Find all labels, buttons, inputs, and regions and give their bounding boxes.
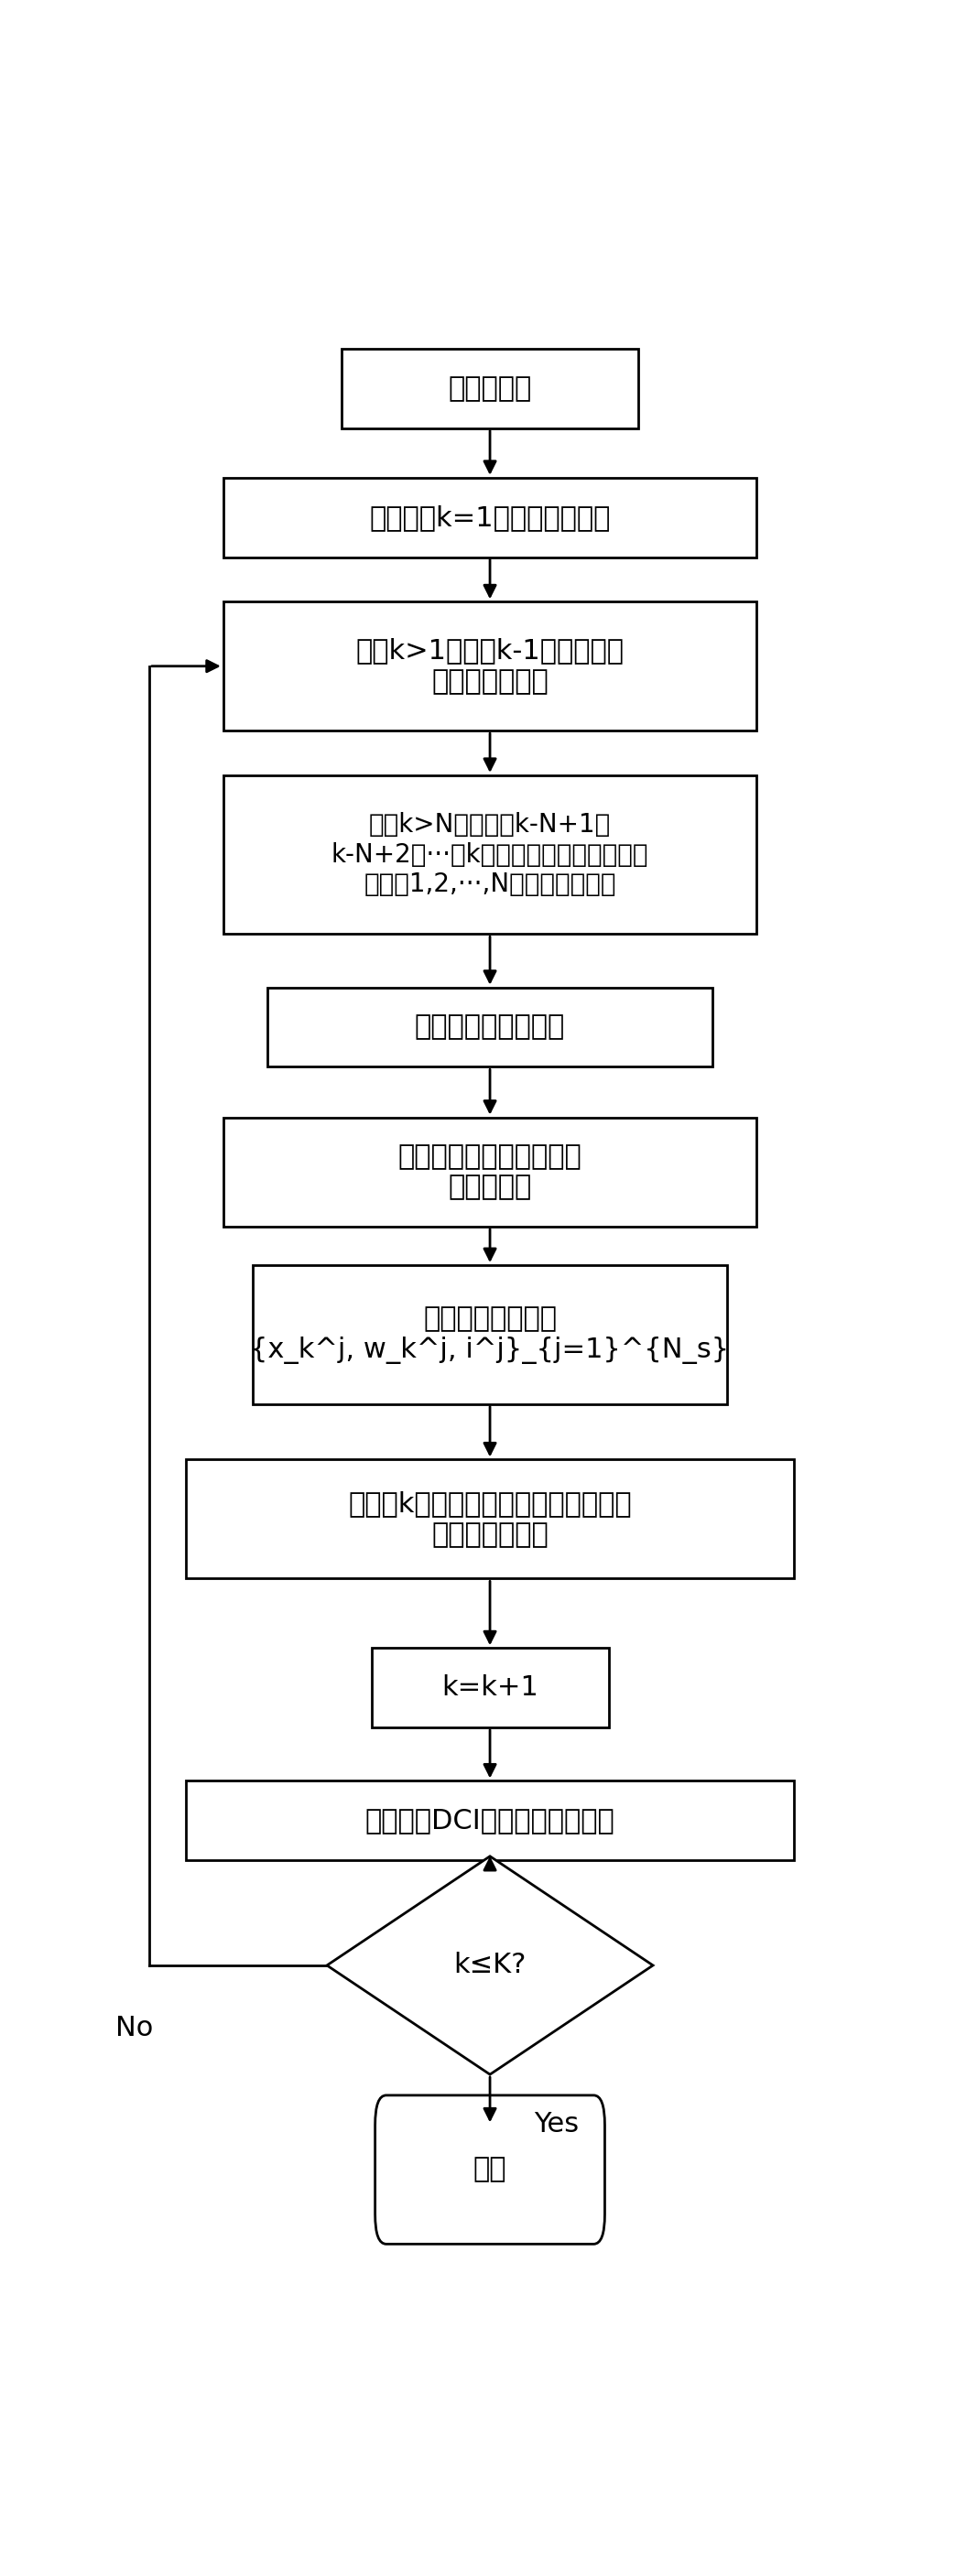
FancyBboxPatch shape — [268, 987, 712, 1066]
Polygon shape — [327, 1857, 653, 2074]
FancyBboxPatch shape — [223, 1118, 757, 1226]
Text: k≤K?: k≤K? — [453, 1953, 527, 1978]
FancyBboxPatch shape — [186, 1780, 793, 1860]
Text: 结束: 结束 — [473, 2156, 507, 2182]
Text: Yes: Yes — [534, 2110, 579, 2138]
Text: 变量初始化: 变量初始化 — [448, 376, 532, 402]
FancyBboxPatch shape — [186, 1461, 793, 1579]
FancyBboxPatch shape — [223, 477, 757, 556]
Text: 系统重采样，得到
{x_k^j, w_k^j, i^j}_{j=1}^{N_s}: 系统重采样，得到 {x_k^j, w_k^j, i^j}_{j=1}^{N_s} — [250, 1306, 729, 1363]
FancyBboxPatch shape — [342, 348, 639, 428]
Text: 初始时刻k=1，粒子集初始化: 初始时刻k=1，粒子集初始化 — [369, 505, 611, 531]
FancyBboxPatch shape — [371, 1649, 608, 1728]
FancyBboxPatch shape — [223, 775, 757, 935]
Text: k=k+1: k=k+1 — [442, 1674, 538, 1700]
Text: No: No — [116, 2014, 153, 2043]
Text: 进行基于DCI准则的短航迹融合: 进行基于DCI准则的短航迹融合 — [365, 1808, 615, 1834]
Text: 估计第k帧的目标状态，即计算目标状
态和协方差矩阵: 估计第k帧的目标状态，即计算目标状 态和协方差矩阵 — [348, 1492, 632, 1548]
Text: 如果k>1，则对k-1时刻的粒子
集进行一步预测: 如果k>1，则对k-1时刻的粒子 集进行一步预测 — [356, 636, 624, 696]
FancyBboxPatch shape — [252, 1265, 728, 1404]
FancyBboxPatch shape — [375, 2094, 605, 2244]
Text: 如果存在检测结果，则更
新粒子权值: 如果存在检测结果，则更 新粒子权值 — [398, 1144, 582, 1200]
Text: 如果k>N，读取第k-N+1，
k-N+2，···，k帧雷达回波数据；否则，
读取第1,2,···,N帧雷达回波数据: 如果k>N，读取第k-N+1， k-N+2，···，k帧雷达回波数据；否则， 读… — [332, 811, 648, 896]
Text: 多帧检测前跟踪处理: 多帧检测前跟踪处理 — [415, 1015, 565, 1041]
FancyBboxPatch shape — [223, 603, 757, 732]
